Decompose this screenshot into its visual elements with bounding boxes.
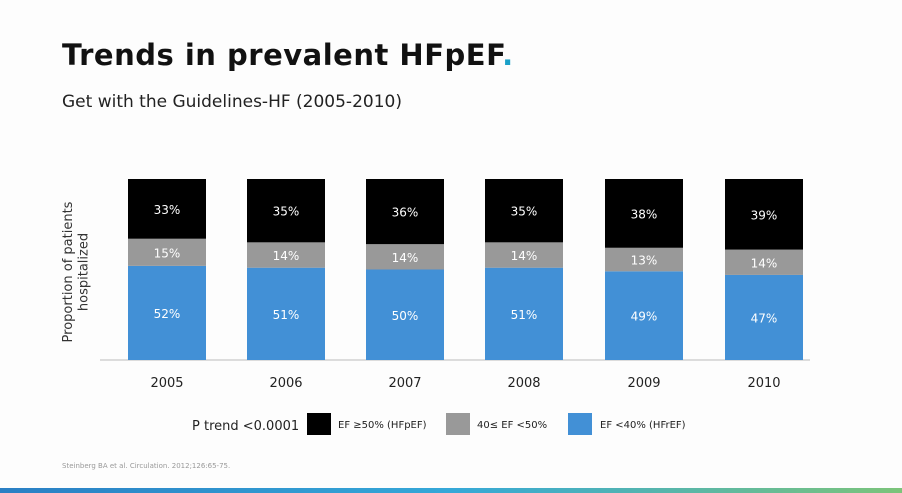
bar-segment: [247, 179, 325, 243]
data-label: 13%: [631, 254, 658, 268]
data-label: 39%: [751, 208, 778, 222]
bar-segment: [128, 179, 206, 239]
bar-segment: [366, 244, 444, 270]
slide-title: Trends in prevalent HFpEF.: [62, 38, 514, 72]
bar-segment: [605, 247, 683, 272]
bar-segment: [725, 179, 803, 250]
citation-footnote: Steinberg BA et al. Circulation. 2012;12…: [62, 462, 231, 470]
data-label: 35%: [273, 205, 300, 219]
data-label: 47%: [751, 311, 778, 325]
bar-segment: [485, 242, 563, 268]
x-tick-label: 2008: [507, 376, 540, 391]
data-label: 49%: [631, 310, 658, 324]
p-trend-text: P trend <0.0001: [192, 419, 299, 434]
bar-segment: [485, 267, 563, 360]
x-tick-label: 2007: [388, 376, 421, 391]
bar-segment: [128, 238, 206, 266]
data-label: 35%: [511, 205, 538, 219]
data-label: 15%: [154, 246, 181, 260]
y-axis-label: Proportion of patientshospitalized: [61, 201, 92, 342]
data-label: 51%: [511, 308, 538, 322]
data-label: 38%: [631, 207, 658, 221]
bar-segment: [366, 269, 444, 360]
bar-segment: [247, 267, 325, 360]
data-label: 14%: [392, 251, 419, 265]
x-tick-label: 2005: [150, 376, 183, 391]
bar-segment: [605, 179, 683, 248]
data-label: 14%: [511, 249, 538, 263]
x-tick-label: 2009: [627, 376, 660, 391]
data-label: 50%: [392, 309, 419, 323]
data-label: 36%: [392, 206, 419, 220]
x-tick-label: 2010: [747, 376, 780, 391]
data-label: 52%: [154, 307, 181, 321]
legend-label: EF <40% (HFrEF): [600, 420, 686, 431]
legend-swatch: [307, 413, 331, 435]
slide-subtitle: Get with the Guidelines-HF (2005-2010): [62, 92, 402, 112]
bottom-accent-bar: [0, 488, 902, 493]
x-tick-label: 2006: [269, 376, 302, 391]
legend-swatch: [446, 413, 470, 435]
legend-label: EF ≥50% (HFpEF): [338, 420, 427, 431]
legend-swatch: [568, 413, 592, 435]
y-axis-label-line: hospitalized: [77, 233, 92, 311]
bar-segment: [485, 179, 563, 243]
data-label: 14%: [751, 256, 778, 270]
y-axis-label-line: Proportion of patients: [61, 201, 76, 342]
bar-segment: [366, 179, 444, 245]
bar-segment: [605, 271, 683, 360]
bar-segment: [128, 265, 206, 360]
bar-segment: [247, 242, 325, 268]
data-label: 14%: [273, 249, 300, 263]
bar-segment: [725, 274, 803, 360]
title-dot: .: [502, 38, 514, 72]
data-label: 51%: [273, 308, 300, 322]
data-label: 33%: [154, 203, 181, 217]
bar-segment: [725, 249, 803, 275]
legend-label: 40≤ EF <50%: [477, 420, 547, 431]
